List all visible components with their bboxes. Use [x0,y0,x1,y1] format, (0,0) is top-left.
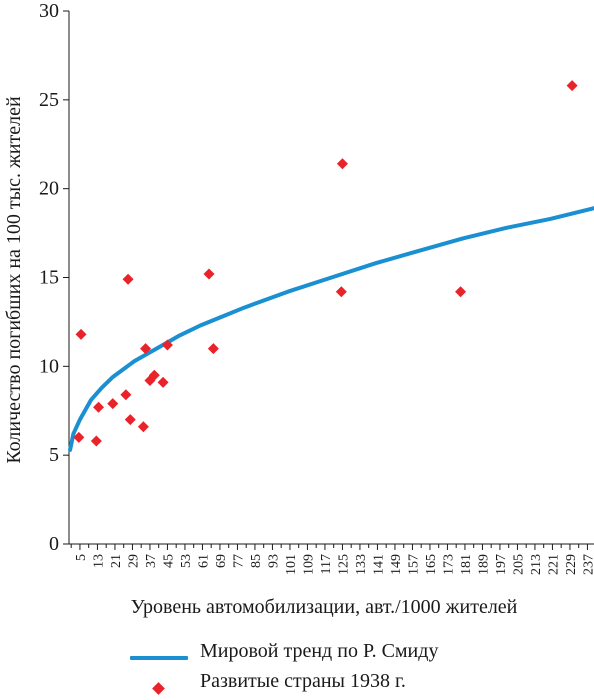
legend: Мировой тренд по Р. Смиду Развитые стран… [130,640,570,700]
data-point [93,401,105,413]
x-tick-label: 213 [529,554,544,575]
x-tick-label: 181 [459,554,474,575]
data-point [455,286,467,298]
y-tick-label: 25 [39,89,59,111]
x-tick-label: 69 [214,554,229,568]
data-point [157,376,169,388]
data-point [203,268,215,280]
data-point [566,80,578,92]
data-point [122,273,134,285]
y-tick-label: 15 [39,267,59,289]
y-tick-label: 0 [49,533,59,555]
legend-label-points: Развитые страны 1938 г. [200,670,406,692]
data-point [90,435,102,447]
x-tick-label: 85 [249,554,264,568]
trend-series [68,206,594,452]
x-tick-label: 5 [74,554,89,561]
x-tick-label: 117 [319,554,334,574]
x-tick-label: 173 [441,554,456,575]
x-tick-label: 101 [284,554,299,575]
x-tick-label: 133 [354,554,369,575]
data-point [140,343,152,355]
x-tick-label: 21 [109,554,124,568]
x-tick-label: 197 [494,554,509,575]
data-point [120,389,132,401]
data-point [161,339,173,351]
data-point [137,421,149,433]
legend-line-swatch [130,656,188,660]
y-tick-label: 30 [39,0,59,22]
y-tick-label: 10 [39,355,59,377]
x-tick-label: 13 [91,554,106,568]
scatter-series [73,80,578,447]
x-tick-label: 189 [476,554,491,575]
x-tick-label: 29 [126,554,141,568]
axes [63,10,594,550]
data-point [107,398,119,410]
data-point [75,328,87,340]
legend-diamond-swatch [152,682,165,695]
x-tick-label: 37 [144,554,159,568]
y-tick-label: 20 [39,178,59,200]
y-axis-title: Количество погибших на 100 тыс. жителей [3,96,25,464]
x-tick-label: 141 [371,554,386,575]
x-tick-label: 165 [424,554,439,575]
x-axis-title: Уровень автомобилизации, авт./1000 жител… [131,596,518,618]
data-point [336,158,348,170]
legend-item-points: Развитые страны 1938 г. [130,670,570,700]
data-point [335,286,347,298]
data-point [207,343,219,355]
x-tick-label: 45 [161,554,176,568]
x-tick-label: 157 [406,554,421,575]
legend-label-trend: Мировой тренд по Р. Смиду [200,640,439,662]
x-tick-label: 77 [231,554,246,568]
y-tick-label: 5 [49,444,59,466]
x-tick-label: 237 [581,554,594,575]
x-tick-label: 61 [196,554,211,568]
data-point [148,369,160,381]
data-point [124,414,136,426]
x-tick-label: 149 [389,554,404,575]
x-tick-label: 205 [511,554,526,575]
data-point [73,431,85,443]
x-tick-label: 53 [179,554,194,568]
legend-item-trend: Мировой тренд по Р. Смиду [130,640,570,670]
x-tick-label: 109 [301,554,316,575]
x-tick-label: 229 [564,554,579,575]
x-tick-label: 221 [546,554,561,575]
trend-line [68,206,594,452]
x-tick-label: 125 [336,554,351,575]
x-tick-label: 93 [266,554,281,568]
